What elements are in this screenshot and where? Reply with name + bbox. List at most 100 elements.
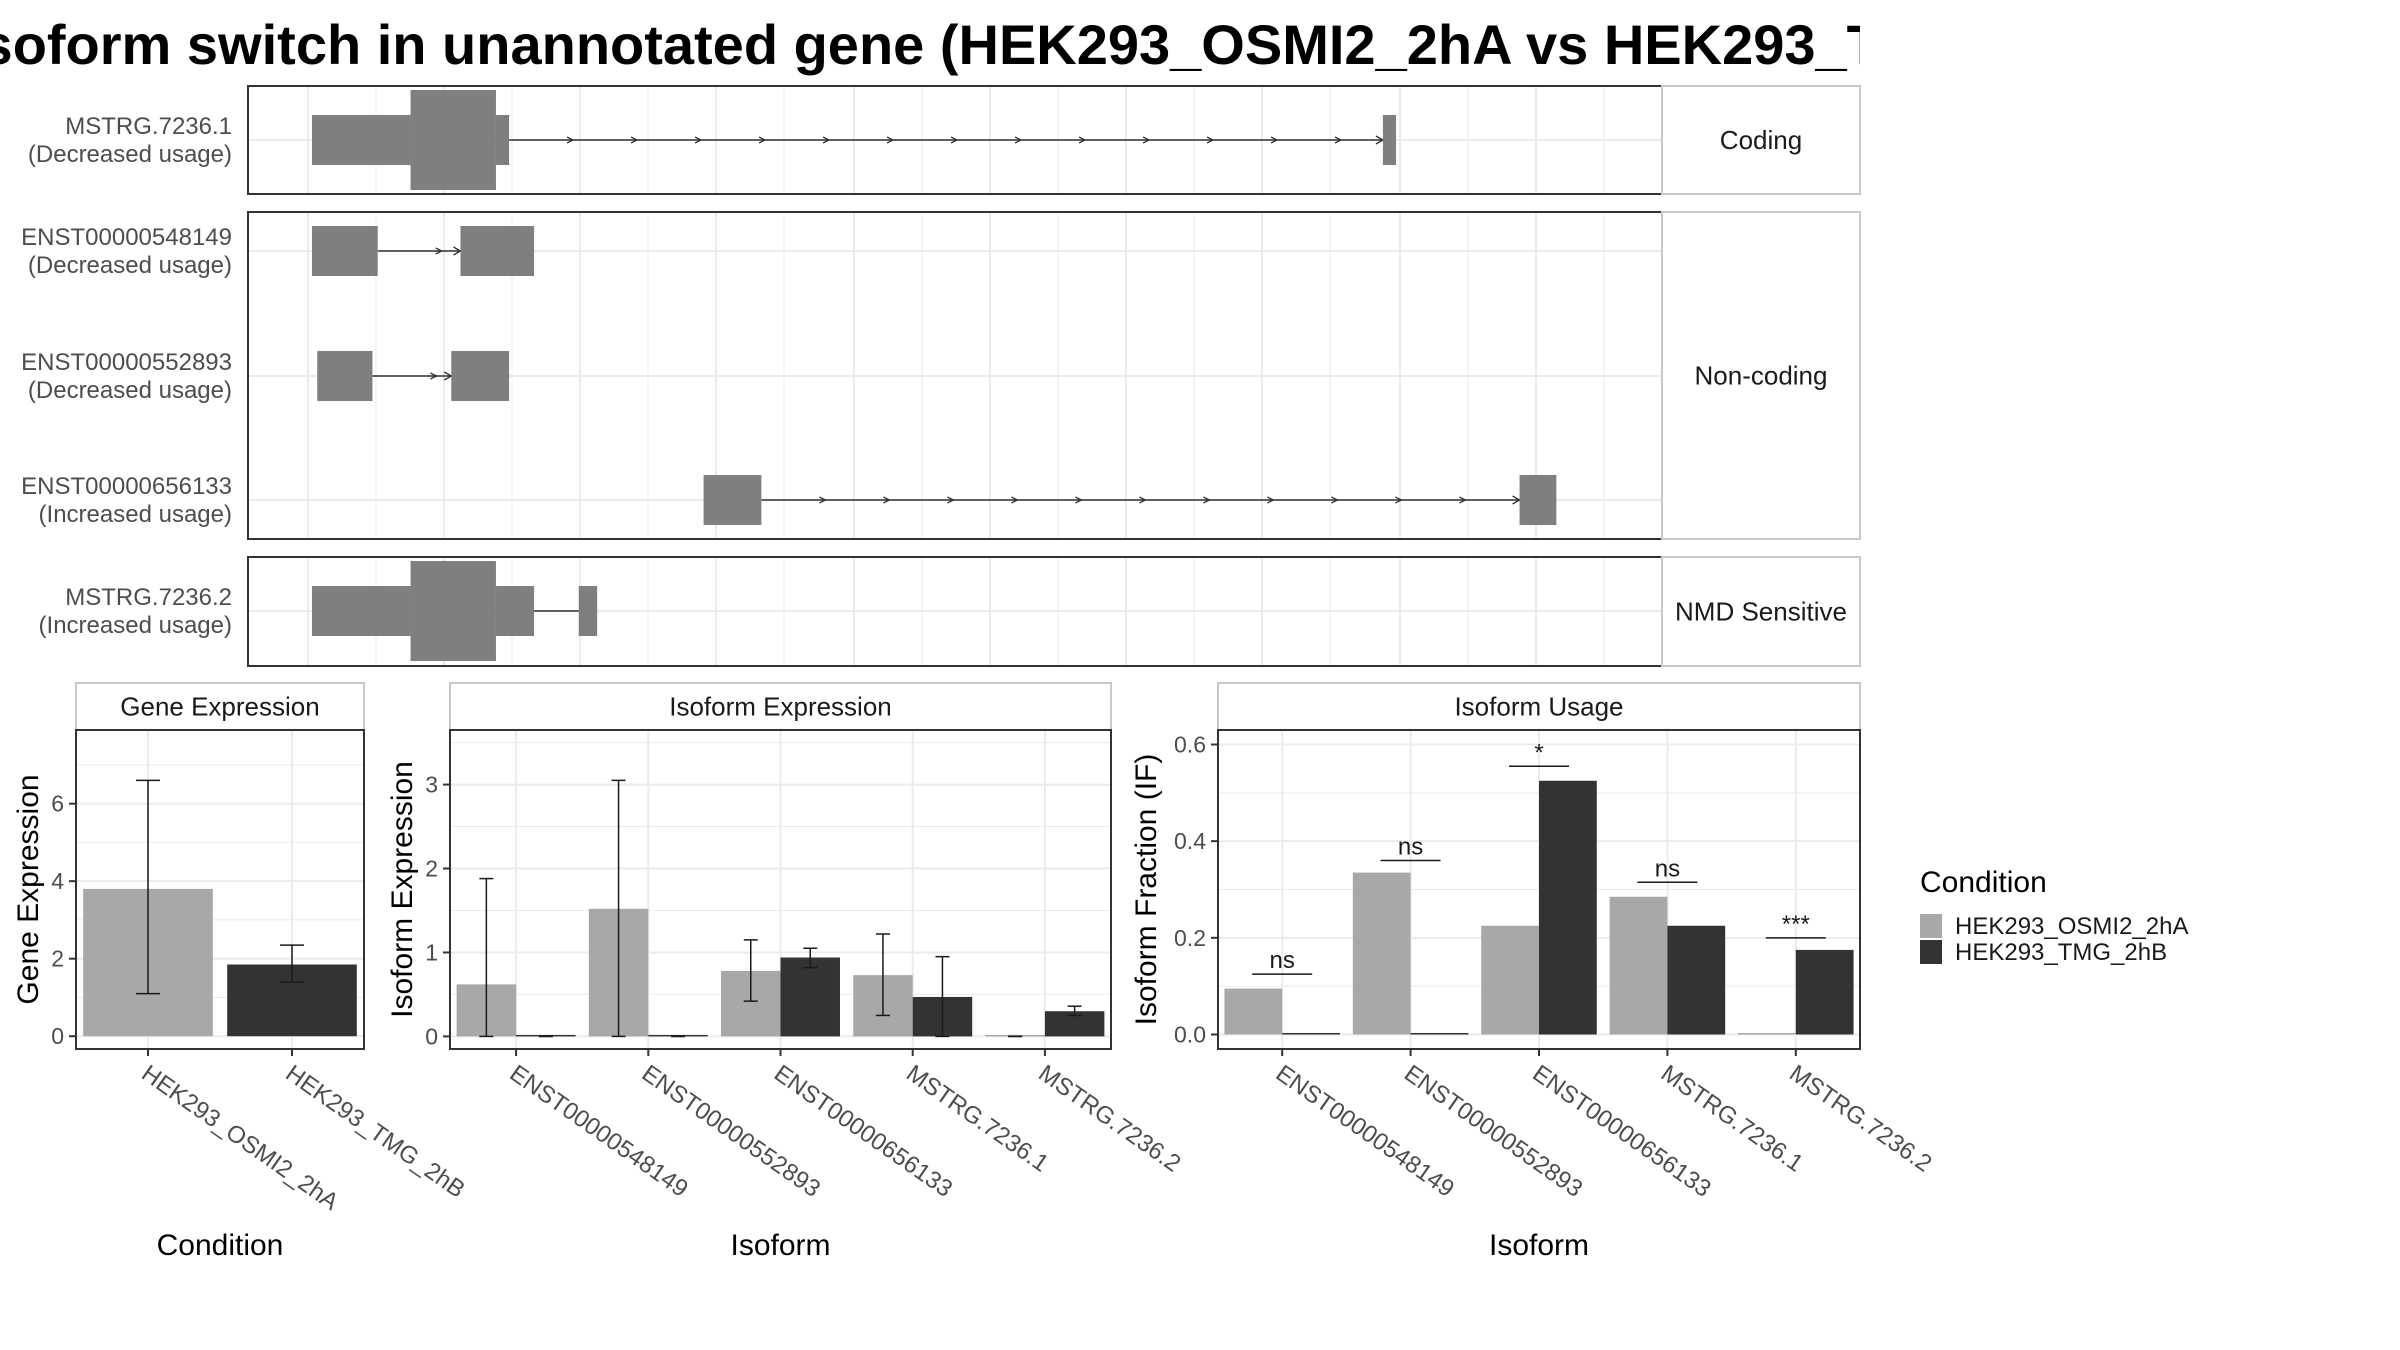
legend-swatch (1920, 914, 1942, 938)
strand-arrow (950, 136, 959, 144)
y-tick-label: 3 (425, 772, 438, 798)
strand-arrow (1395, 496, 1403, 504)
y-tick-label: 0.2 (1174, 925, 1206, 951)
strand-arrow (1139, 496, 1147, 504)
cds-exon-block (410, 561, 496, 661)
chart-strip (75, 682, 365, 731)
strand-arrow (566, 136, 575, 144)
strand-arrow (1206, 136, 1215, 144)
significance-label: ns (1655, 855, 1680, 882)
chart-title: Gene Expression (120, 692, 319, 722)
strand-arrow (1075, 496, 1083, 504)
strand-arrow (822, 136, 831, 144)
strand-arrow (819, 496, 827, 504)
transcript-strip-label: Non-coding (1695, 361, 1828, 391)
strand-arrow (630, 136, 639, 144)
utr-exon-block (312, 586, 411, 636)
isoform-id-label: ENST00000548149 (21, 224, 232, 251)
significance-label: *** (1782, 911, 1810, 938)
y-tick-label: 0.4 (1174, 828, 1206, 854)
y-axis-label: Isoform Expression (386, 761, 419, 1018)
bar (1667, 925, 1726, 1035)
utr-exon-block (312, 115, 411, 165)
bar (1410, 1033, 1469, 1035)
strand-arrow (886, 136, 895, 144)
strand-arrow (1142, 136, 1151, 144)
significance-label: ns (1270, 947, 1295, 974)
transcript-strip (1661, 556, 1861, 667)
isoform-status-label: (Decreased usage) (28, 252, 232, 279)
bar (1352, 872, 1411, 1035)
bar (1481, 925, 1539, 1035)
isoform-id-label: ENST00000552893 (21, 349, 232, 376)
legend-entry-label: HEK293_TMG_2hB (1955, 939, 2167, 966)
y-tick-label: 6 (51, 791, 64, 817)
transcript-strip-label: NMD Sensitive (1675, 597, 1847, 627)
utr-exon-block (312, 226, 378, 276)
y-tick-label: 2 (425, 856, 438, 882)
isoform-id-label: MSTRG.7236.2 (65, 584, 232, 611)
y-tick-label: 0.0 (1174, 1022, 1206, 1048)
utr-exon-block (495, 115, 510, 165)
utr-exon-block (495, 586, 535, 636)
x-axis-label: Isoform (1489, 1229, 1589, 1262)
strand-arrow (947, 496, 955, 504)
strand-arrow (1014, 136, 1023, 144)
bar (1224, 988, 1283, 1035)
strand-arrow (1078, 136, 1087, 144)
bar (1282, 1033, 1340, 1035)
isoform-id-label: ENST00000656133 (21, 473, 232, 500)
y-axis-label: Gene Expression (12, 774, 45, 1004)
legend-swatch (1920, 940, 1942, 964)
strand-arrow (1203, 496, 1211, 504)
y-axis-label: Isoform Fraction (IF) (1130, 754, 1163, 1026)
significance-label: ns (1398, 834, 1423, 861)
transcript-strip (1661, 211, 1861, 540)
strand-arrow (435, 247, 444, 255)
bar (780, 957, 840, 1037)
transcript-strip (1661, 85, 1861, 195)
utr-exon-block (451, 351, 510, 401)
isoform-status-label: (Decreased usage) (28, 141, 232, 168)
y-tick-label: 0 (425, 1023, 438, 1049)
chart-title: Isoform Usage (1454, 692, 1623, 722)
legend-entry-label: HEK293_OSMI2_2hA (1955, 913, 2188, 940)
utr-exon-block (1519, 475, 1557, 525)
y-tick-label: 2 (51, 946, 64, 972)
strand-arrow (1267, 496, 1275, 504)
y-tick-label: 0.6 (1174, 732, 1206, 758)
x-tick-label: MSTRG.7236.2 (1033, 1060, 1185, 1178)
y-tick-label: 0 (51, 1023, 64, 1049)
y-tick-label: 1 (425, 939, 438, 965)
strand-arrow (1334, 136, 1343, 144)
significance-label: * (1534, 739, 1543, 766)
utr-exon-block (460, 226, 535, 276)
utr-exon-block (578, 586, 598, 636)
strand-arrow (1011, 496, 1019, 504)
chart-strip (1217, 682, 1861, 731)
x-axis-label: Isoform (730, 1229, 830, 1262)
x-tick-label: MSTRG.7236.2 (1784, 1060, 1936, 1178)
chart-panel-border (75, 729, 365, 1050)
strand-arrow (758, 136, 767, 144)
figure-title-container: Isoform switch in unannotated gene (HEK2… (0, 8, 1860, 88)
bar (1609, 896, 1668, 1035)
isoform-status-label: (Increased usage) (39, 501, 232, 528)
isoform-status-label: (Increased usage) (39, 612, 232, 639)
utr-exon-block (1382, 115, 1397, 165)
strand-arrow (1331, 496, 1339, 504)
bar (1539, 780, 1597, 1035)
utr-exon-block (703, 475, 762, 525)
isoform-status-label: (Decreased usage) (28, 377, 232, 404)
legend-title: Condition (1920, 866, 2047, 899)
bar (1795, 949, 1854, 1035)
utr-exon-block (317, 351, 373, 401)
bar (1738, 1033, 1796, 1035)
x-axis-label: Condition (157, 1229, 284, 1262)
y-tick-label: 4 (51, 868, 64, 894)
figure-title: Isoform switch in unannotated gene (HEK2… (0, 13, 1860, 76)
chart-title: Isoform Expression (669, 692, 892, 722)
strand-arrow (430, 372, 438, 380)
